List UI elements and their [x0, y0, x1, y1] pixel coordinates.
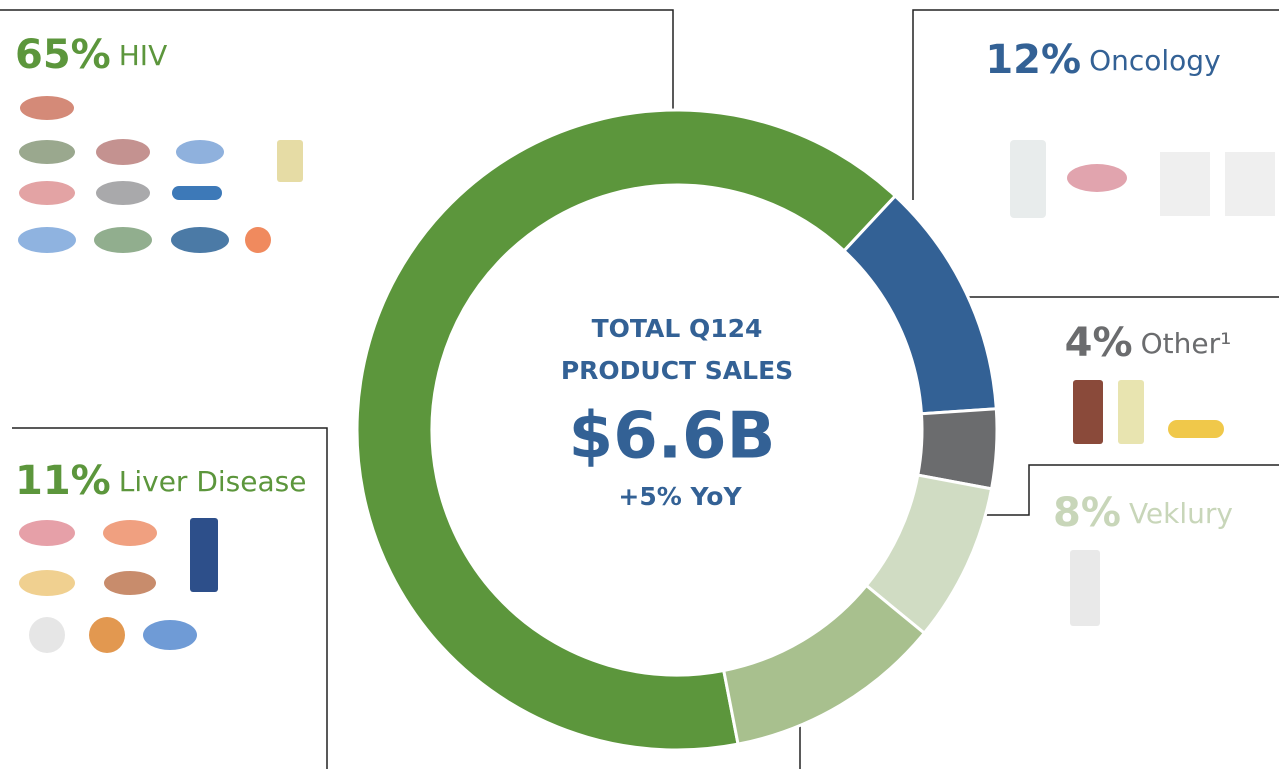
donut-slice: [355, 108, 898, 752]
slice-percent: 65%: [15, 32, 111, 78]
leader-line: [0, 9, 674, 118]
pill-icon: [96, 181, 150, 205]
center-line: PRODUCT SALES: [561, 356, 793, 385]
center-text: TOTAL Q124 PRODUCT SALES $6.6B +5% YoY: [561, 314, 793, 511]
pill-icon: [94, 227, 152, 253]
pill-icon: [176, 140, 224, 164]
slice-name: Liver Disease: [119, 465, 307, 498]
vial-icon: [1118, 380, 1144, 444]
capsule-icon: [1168, 420, 1224, 438]
vial-icon: [1073, 380, 1103, 444]
pill-icon: [89, 617, 125, 653]
slice-label: 8% Veklury: [1053, 490, 1233, 536]
slice-percent: 12%: [985, 37, 1081, 83]
slice-percent: 8%: [1053, 490, 1121, 536]
pill-icon: [104, 571, 156, 595]
pill-icon: [103, 520, 157, 546]
slice-labels: 65% HIV 12% Oncology 4% Other¹ 8% Veklury 11% Liv…: [15, 32, 1233, 536]
pill-icon: [19, 520, 75, 546]
vial-icon: [1070, 550, 1100, 626]
donut-slice: [721, 583, 927, 746]
pill-icon: [245, 227, 271, 253]
slice-name: HIV: [119, 39, 167, 72]
capsule-icon: [172, 186, 222, 200]
slice-name: Oncology: [1089, 44, 1221, 77]
donut-slice: [841, 193, 998, 416]
pill-icon: [19, 181, 75, 205]
center-line: TOTAL Q124: [592, 314, 763, 343]
vial-icon: [1010, 140, 1046, 218]
pill-icon: [171, 227, 229, 253]
package-icon: [1160, 152, 1210, 216]
vial-icon: [277, 140, 303, 182]
slice-label: 4% Other¹: [1065, 320, 1232, 366]
center-change: +5% YoY: [618, 482, 742, 511]
pill-icon: [29, 617, 65, 653]
leader-line: [12, 427, 328, 769]
slice-percent: 4%: [1065, 320, 1133, 366]
slice-label: 12% Oncology: [985, 37, 1220, 83]
slice-label: 11% Liver Disease: [15, 458, 306, 504]
leader-line: [955, 464, 1279, 516]
pill-icon: [19, 570, 75, 596]
product-icons: [18, 96, 1275, 653]
center-total: $6.6B: [569, 400, 776, 474]
slice-name: Veklury: [1129, 497, 1233, 530]
slice-percent: 11%: [15, 458, 111, 504]
pill-icon: [1067, 164, 1127, 192]
pill-icon: [18, 227, 76, 253]
slice-label: 65% HIV: [15, 32, 167, 78]
package-icon: [1225, 152, 1275, 216]
vial-icon: [190, 518, 218, 592]
donut: [355, 108, 999, 752]
pill-icon: [143, 620, 197, 650]
leader-line: [912, 9, 1279, 200]
pill-icon: [20, 96, 74, 120]
slice-name: Other¹: [1141, 327, 1232, 360]
pill-icon: [19, 140, 75, 164]
pill-icon: [96, 139, 150, 165]
